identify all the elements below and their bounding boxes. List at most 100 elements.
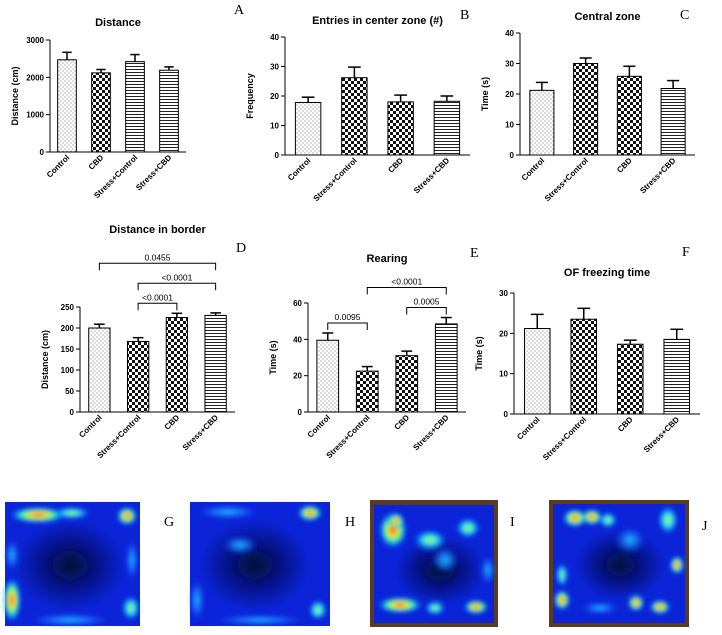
chart-title: Central zone — [574, 11, 640, 23]
x-tick-label: Control — [306, 413, 332, 439]
bar-stress-control — [125, 61, 145, 153]
chart-D: Distance in border D 0 50 100 150 200 250 Distan… — [40, 224, 246, 460]
significance-label: <0.0001 — [142, 292, 173, 302]
bar-control — [523, 327, 551, 415]
x-tick-label: Stress+CBD — [134, 153, 173, 192]
significance-label: 0.0005 — [414, 297, 440, 307]
panel-letter-J: J — [702, 519, 708, 534]
bar-stress-cbd — [433, 100, 461, 156]
bar-control — [316, 339, 340, 413]
x-tick-label: Stress+Control — [543, 156, 590, 203]
y-tick-label: 0 — [275, 151, 280, 160]
y-tick-label: 3000 — [26, 36, 44, 45]
x-tick-label: Control — [520, 156, 546, 182]
x-tick-label: Stress+CBD — [411, 413, 450, 452]
bar-cbd — [91, 72, 111, 153]
bar-stress-control — [570, 318, 598, 415]
y-tick-label: 250 — [61, 303, 75, 312]
significance-label: <0.0001 — [161, 272, 192, 282]
y-axis-label: Distance (cm) — [10, 66, 20, 125]
y-tick-label: 30 — [505, 60, 514, 69]
bar-cbd — [395, 355, 419, 413]
chart-title: Distance — [95, 17, 141, 29]
y-tick-label: 0 — [504, 410, 509, 419]
bar-control — [57, 59, 77, 153]
x-tick-label: CBD — [163, 413, 182, 432]
y-tick-label: 20 — [293, 372, 302, 381]
y-tick-label: 40 — [293, 335, 302, 344]
chart-B: Entries in center zone (#) B 0 10 20 30 40 Freq… — [245, 8, 470, 203]
y-tick-label: 2000 — [26, 73, 44, 82]
x-tick-label: Stress+CBD — [642, 415, 681, 454]
bar-cbd — [165, 317, 189, 413]
heatmap-G — [3, 502, 140, 626]
y-tick-label: 0 — [40, 148, 45, 157]
y-tick-label: 10 — [505, 121, 514, 130]
panel-letter: D — [236, 241, 246, 256]
significance-label: <0.0001 — [391, 277, 422, 287]
y-axis-label: Distance (cm) — [40, 330, 50, 389]
bar-stress-cbd — [660, 88, 686, 156]
significance-label: 0.0455 — [145, 252, 171, 262]
y-tick-label: 60 — [293, 299, 302, 308]
bar-cbd — [616, 343, 644, 415]
bar-stress-cbd — [434, 323, 458, 413]
y-tick-label: 10 — [270, 122, 279, 131]
bar-control — [529, 89, 555, 156]
y-tick-label: 40 — [270, 33, 279, 42]
significance-bracket — [137, 282, 217, 291]
y-tick-label: 40 — [505, 29, 514, 38]
y-tick-label: 20 — [270, 92, 279, 101]
y-tick-label: 20 — [499, 329, 508, 338]
x-tick-label: Stress+Control — [312, 156, 359, 203]
bar-stress-control — [573, 63, 599, 156]
panel-letter-G: G — [164, 515, 174, 530]
y-tick-label: 50 — [65, 387, 74, 396]
y-tick-label: 30 — [499, 289, 508, 298]
significance-label: 0.0095 — [335, 312, 361, 322]
significance-bracket — [137, 302, 178, 311]
y-axis-label: Time (s) — [474, 336, 484, 370]
y-tick-label: 0 — [510, 151, 515, 160]
y-tick-label: 200 — [61, 324, 75, 333]
x-tick-label: Stress+CBD — [181, 413, 220, 452]
y-tick-label: 0 — [70, 408, 75, 417]
y-tick-label: 0 — [298, 408, 303, 417]
x-tick-label: Control — [77, 413, 103, 439]
x-tick-label: Stress+CBD — [638, 156, 677, 195]
panel-letter-I: I — [510, 515, 515, 530]
significance-bracket — [366, 287, 447, 295]
heatmap-J — [549, 500, 689, 627]
chart-A: Distance A 0 1000 2000 3000 Distance (cm) Contr… — [10, 3, 245, 200]
x-tick-label: Stress+CBD — [412, 156, 451, 195]
chart-title: OF freezing time — [564, 267, 650, 279]
bar-stress-control — [341, 77, 368, 156]
y-tick-label: 10 — [499, 370, 508, 379]
panel-letter-H: H — [345, 515, 355, 530]
significance-bracket — [406, 307, 447, 315]
x-tick-label: CBD — [87, 153, 106, 172]
chart-title: Entries in center zone (#) — [312, 15, 443, 27]
panel-letter: E — [470, 246, 479, 261]
x-tick-label: CBD — [393, 413, 412, 432]
y-tick-label: 150 — [61, 345, 75, 354]
panel-letter: A — [234, 3, 245, 18]
bar-stress-control — [126, 340, 150, 413]
x-tick-label: Control — [286, 156, 312, 182]
x-tick-label: Control — [45, 153, 71, 179]
panel-letter: B — [460, 8, 469, 23]
x-tick-label: Stress+Control — [325, 413, 372, 460]
significance-bracket — [327, 322, 368, 330]
x-tick-label: CBD — [386, 156, 405, 175]
y-tick-label: 30 — [270, 63, 279, 72]
x-tick-label: CBD — [616, 415, 635, 434]
y-axis-label: Frequency — [245, 73, 255, 119]
y-axis-label: Time (s) — [480, 77, 490, 111]
panel-letter: F — [682, 245, 690, 260]
panel-letter: C — [680, 8, 689, 23]
y-tick-label: 1000 — [26, 111, 44, 120]
